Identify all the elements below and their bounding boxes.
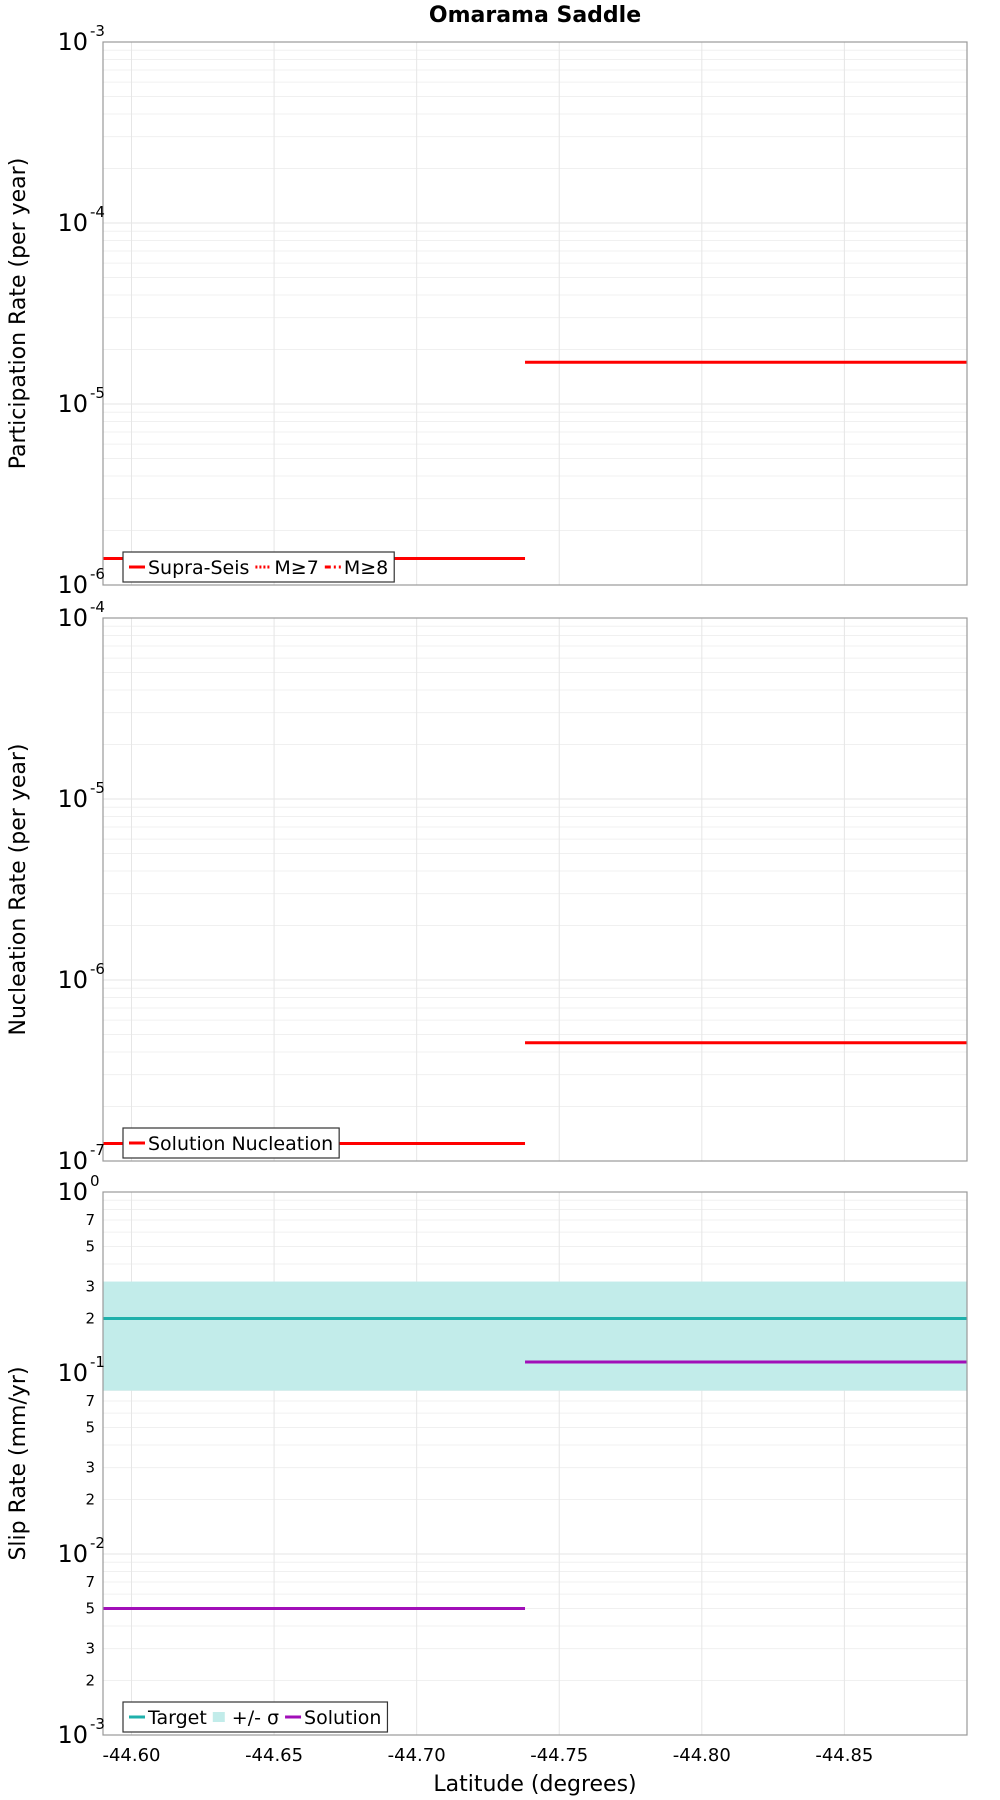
y-tick-label: 10 [57, 785, 88, 813]
slip-y-axis-label: Slip Rate (mm/yr) [6, 1366, 31, 1560]
y-minor-tick-label: 7 [85, 1573, 95, 1591]
y-tick-label: 10 [57, 571, 88, 599]
x-tick-label: -44.85 [815, 1745, 873, 1766]
participation-y-axis-label: Participation Rate (per year) [6, 158, 31, 470]
legend-label-sigma-band: +/- σ [232, 1707, 279, 1729]
x-tick-label: -44.75 [530, 1745, 588, 1766]
nucleation-grid [103, 617, 967, 1162]
y-tick-label: 10 [57, 604, 88, 632]
sigma-band [103, 1281, 967, 1391]
y-tick-label: 10 [57, 1540, 88, 1568]
y-tick-label: 10 [57, 966, 88, 994]
y-minor-tick-label: 5 [85, 1237, 95, 1255]
y-tick-exponent: 0 [90, 1172, 100, 1190]
nucleation-rate-panel: 10-710-610-510-4 Nucleation Rate (per ye… [6, 598, 968, 1175]
slip-plot [103, 1281, 967, 1610]
y-minor-tick-label: 3 [85, 1278, 95, 1296]
y-tick-exponent: -2 [90, 1534, 105, 1552]
x-tick-label: -44.65 [245, 1745, 303, 1766]
x-tick-label: -44.60 [102, 1745, 160, 1766]
y-minor-tick-label: 3 [85, 1640, 95, 1658]
x-axis-label: Latitude (degrees) [433, 1772, 636, 1797]
legend-label-supra-seis: Supra-Seis [148, 557, 249, 579]
y-minor-tick-label: 2 [85, 1491, 95, 1509]
participation-plot [103, 360, 967, 561]
y-tick-exponent: -1 [90, 1353, 105, 1371]
participation-legend-box [122, 551, 395, 583]
y-tick-exponent: -3 [90, 1715, 105, 1733]
x-tick-label: -44.80 [673, 1745, 731, 1766]
nucleation-frame [102, 617, 968, 1162]
legend-label-solution-nucleation: Solution Nucleation [148, 1133, 333, 1155]
y-tick-exponent: -5 [90, 779, 105, 797]
y-tick-exponent: -6 [90, 565, 105, 583]
legend-swatch-sigma-band [212, 1712, 225, 1722]
y-minor-tick-label: 5 [85, 1599, 95, 1617]
y-minor-tick-label: 3 [85, 1459, 95, 1477]
participation-frame [102, 41, 968, 586]
nucleation-y-axis-label: Nucleation Rate (per year) [6, 744, 31, 1036]
legend-label-m7: M≥7 [274, 557, 318, 579]
y-tick-exponent: -3 [90, 22, 105, 40]
legend-label-target: Target [147, 1707, 207, 1729]
chart-title: Omarama Saddle [429, 3, 641, 28]
y-tick-label: 10 [57, 390, 88, 418]
y-tick-label: 10 [57, 1178, 88, 1206]
participation-legend: Supra-Seis M≥7 M≥8 [122, 551, 395, 583]
nucleation-y-ticks: 10-710-610-510-4 [57, 598, 105, 1175]
y-tick-label: 10 [57, 209, 88, 237]
y-tick-exponent: -7 [90, 1141, 105, 1159]
y-minor-tick-label: 2 [85, 1310, 95, 1328]
legend-label-m8: M≥8 [344, 557, 388, 579]
y-minor-tick-label: 2 [85, 1672, 95, 1690]
y-tick-exponent: -6 [90, 960, 105, 978]
participation-rate-panel: 10-610-510-410-3 Participation Rate (per… [6, 22, 968, 599]
y-tick-label: 10 [57, 1147, 88, 1175]
legend-label-solution: Solution [304, 1707, 381, 1729]
x-tick-label: -44.70 [388, 1745, 446, 1766]
nucleation-legend-box [122, 1127, 340, 1159]
nucleation-legend: Solution Nucleation [122, 1127, 340, 1159]
y-tick-exponent: -4 [90, 598, 105, 616]
slip-legend-box [122, 1701, 389, 1733]
slip-legend: Target +/- σ Solution [122, 1701, 389, 1733]
participation-y-ticks: 10-610-510-410-3 [57, 22, 105, 599]
slip-frame [102, 1191, 968, 1736]
participation-grid [103, 41, 967, 586]
y-minor-tick-label: 7 [85, 1211, 95, 1229]
y-tick-exponent: -5 [90, 384, 105, 402]
y-tick-label: 10 [57, 28, 88, 56]
y-tick-label: 10 [57, 1721, 88, 1749]
y-minor-tick-label: 5 [85, 1418, 95, 1436]
y-tick-label: 10 [57, 1359, 88, 1387]
slip-grid [103, 1191, 967, 1736]
y-tick-exponent: -4 [90, 203, 105, 221]
x-axis-ticks: -44.60 -44.65 -44.70 -44.75 -44.80 -44.85 [102, 1745, 873, 1766]
y-minor-tick-label: 7 [85, 1392, 95, 1410]
